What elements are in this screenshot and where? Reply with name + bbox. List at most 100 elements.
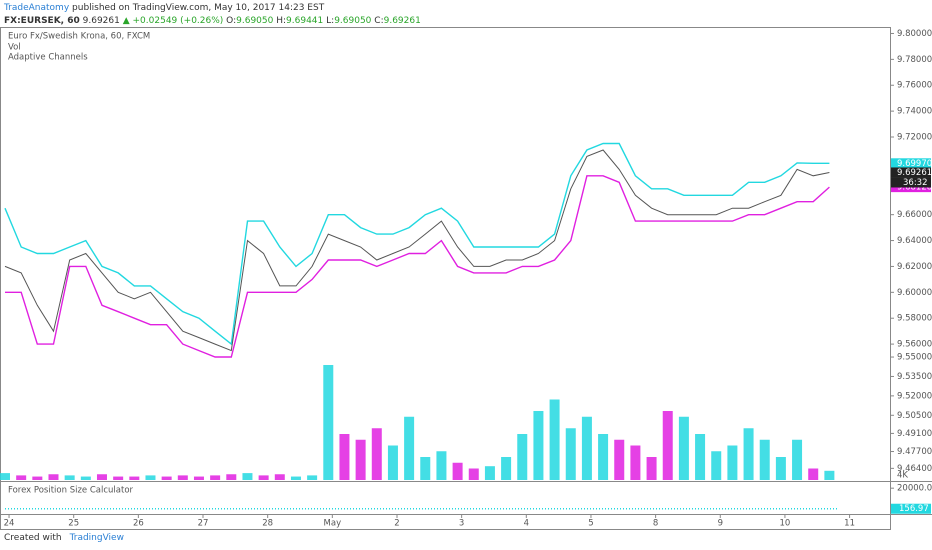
volume-bar (48, 474, 59, 480)
volume-bar (468, 468, 479, 480)
x-tick-label: 4 (524, 519, 529, 529)
volume-bar (533, 411, 544, 480)
volume-bar (436, 451, 447, 480)
volume-bar (630, 445, 641, 480)
value-label: 156.97 (899, 504, 929, 514)
x-tick-label: 8 (653, 519, 658, 529)
volume-bar (290, 476, 301, 480)
x-tick-label: May (324, 519, 342, 529)
volume-bar (80, 476, 91, 480)
change: ▲ +0.02549 (+0.26%) (122, 16, 224, 26)
x-tick-label: 9 (718, 519, 723, 529)
x-tick-label: 27 (198, 519, 209, 529)
y-tick-label: 9.62000 (897, 262, 932, 272)
h-label: H: (276, 16, 287, 26)
price-label: 9.69970 (897, 159, 932, 169)
volume-bar (614, 439, 625, 480)
volume-bar (242, 473, 253, 480)
volume-bar (307, 475, 318, 480)
volume-bar (662, 411, 673, 480)
x-tick-label: 3 (459, 519, 464, 529)
volume-bar (824, 470, 835, 480)
y-tick-label: 9.78000 (897, 55, 932, 65)
volume-bar (792, 439, 803, 480)
l-label: L: (326, 16, 335, 26)
y-tick-label: 20000.00 (897, 484, 932, 494)
published: published on TradingView.com, May 10, 20… (72, 3, 325, 13)
x-tick-label: 28 (262, 519, 273, 529)
volume-bar (549, 399, 560, 480)
volume-bar (646, 457, 657, 480)
c-label: C: (374, 16, 384, 26)
volume-bar (711, 451, 722, 480)
volume-bar (743, 428, 754, 480)
volume-bar (323, 365, 334, 480)
countdown-bg (891, 177, 931, 188)
volume-bar (210, 475, 221, 480)
volume-bar (339, 434, 350, 480)
chart: Euro Fx/Swedish Krona, 60, FXCM Vol Adap… (0, 27, 932, 530)
header: TradeAnatomy published on TradingView.co… (4, 2, 421, 28)
volume-bar (177, 475, 188, 480)
y-tick-label: 9.58000 (897, 314, 932, 324)
l-value: 9.69050 (334, 16, 372, 26)
price-line (4, 149, 830, 352)
volume-bar (678, 416, 689, 480)
legend-channels: Adaptive Channels (8, 53, 88, 63)
legend-symbol: Euro Fx/Swedish Krona, 60, FXCM (8, 32, 150, 42)
h-value: 9.69441 (286, 16, 324, 26)
volume-bar (727, 445, 738, 480)
volume-scale: 4K (897, 471, 908, 481)
frame (0, 27, 891, 530)
y-tick-label: 9.56000 (897, 340, 932, 350)
volume-bar (64, 475, 75, 480)
y-tick-label: 9.46400 (897, 464, 932, 474)
y-tick-label: 9.76000 (897, 81, 932, 91)
c-value: 9.69261 (383, 16, 421, 26)
volume-bar (96, 474, 107, 480)
volume-bar (371, 428, 382, 480)
o-label: O: (226, 16, 237, 26)
legend-vol: Vol (8, 43, 21, 53)
price-label-bg (891, 158, 931, 169)
y-tick-label: 9.80000 (897, 29, 932, 39)
y-tick-label: 9.66000 (897, 210, 932, 220)
volume-bar (452, 462, 463, 480)
countdown: 36:32 (903, 178, 928, 188)
x-tick-label: 24 (4, 519, 15, 529)
y-tick-label: 9.64000 (897, 236, 932, 246)
footer: Created with TradingView (4, 533, 124, 543)
volume-bar (193, 476, 204, 480)
volume-bar (420, 457, 431, 480)
y-tick-label: 9.74000 (897, 107, 932, 117)
o-value: 9.69050 (236, 16, 274, 26)
volume-bar (404, 416, 415, 480)
y-tick-label: 9.55000 (897, 353, 932, 363)
volume-bar (775, 457, 786, 480)
x-tick-label: 26 (133, 519, 144, 529)
y-tick-label: 9.49100 (897, 429, 932, 439)
volume-bar (113, 476, 124, 480)
volume-bar (759, 439, 770, 480)
x-tick-label: 5 (588, 519, 593, 529)
y-tick-label: 9.60000 (897, 288, 932, 298)
y-tick-label: 9.47700 (897, 447, 932, 457)
y-tick-label: 9.72000 (897, 133, 932, 143)
volume-bar (808, 468, 819, 480)
volume-bar (16, 475, 27, 480)
volume-bar (258, 475, 269, 480)
author[interactable]: TradeAnatomy (4, 3, 70, 13)
x-tick-label: 11 (844, 519, 855, 529)
x-tick-label: 2 (394, 519, 399, 529)
y-tick-label: 9.53500 (897, 372, 932, 382)
price-label-bg (891, 167, 931, 178)
price-label: 9.68128 (897, 183, 932, 193)
volume-bar (598, 434, 609, 480)
volume-bar (274, 474, 285, 480)
volume-bar (145, 475, 156, 480)
y-tick-label: 9.50500 (897, 411, 932, 421)
volume-bar (565, 428, 576, 480)
x-tick-label: 10 (780, 519, 791, 529)
y-tick-label: 9.52000 (897, 391, 932, 401)
